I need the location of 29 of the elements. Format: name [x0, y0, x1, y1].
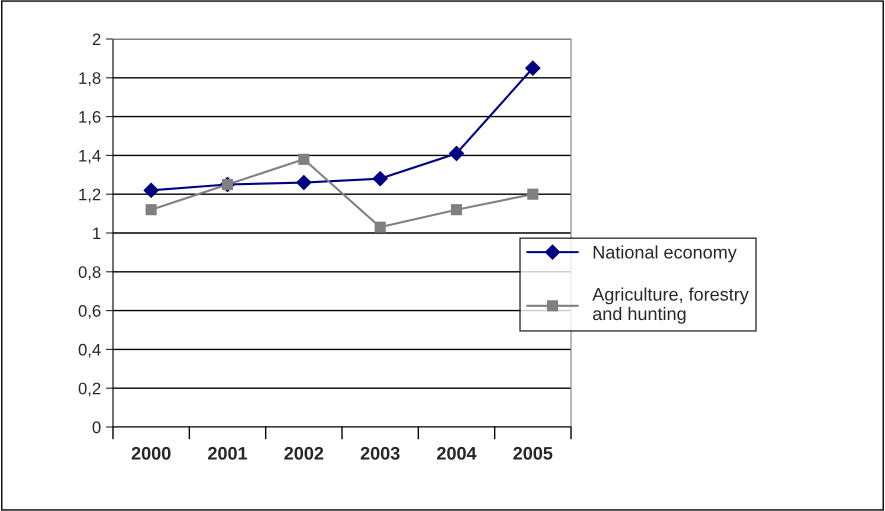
y-tick-label: 0: [92, 421, 101, 434]
point: [448, 146, 464, 162]
legend-label: Agriculture, forestry and hunting: [592, 287, 749, 324]
point: [298, 154, 310, 165]
x-tick-label: 2004: [437, 446, 476, 460]
y-tick-label: 1,8: [79, 72, 100, 86]
legend-label: National economy: [594, 245, 737, 262]
x-tick-label: 2005: [513, 446, 552, 460]
point: [374, 222, 386, 233]
point: [450, 204, 462, 216]
x-tick-label: 2003: [360, 446, 400, 460]
point: [144, 182, 159, 198]
x-tick-label: 2001: [208, 446, 248, 460]
point: [527, 188, 538, 200]
point: [372, 171, 388, 186]
y-tick-label: 0,2: [78, 382, 100, 396]
point: [146, 204, 157, 216]
x-tick-label: 2000: [132, 446, 171, 460]
y-tick-label: 2: [92, 33, 100, 46]
y-tick-label: 0,8: [78, 266, 100, 280]
y-tick-label: 1,4: [79, 150, 101, 164]
point: [525, 60, 540, 76]
y-tick-label: 1: [93, 228, 100, 240]
y-tick-label: 1,2: [79, 188, 100, 202]
y-tick-label: 0,6: [78, 305, 100, 319]
x-tick-label: 2002: [284, 446, 324, 460]
y-tick-label: 1,6: [79, 111, 100, 125]
point: [296, 174, 312, 190]
y-tick-label: 0,4: [78, 344, 101, 358]
